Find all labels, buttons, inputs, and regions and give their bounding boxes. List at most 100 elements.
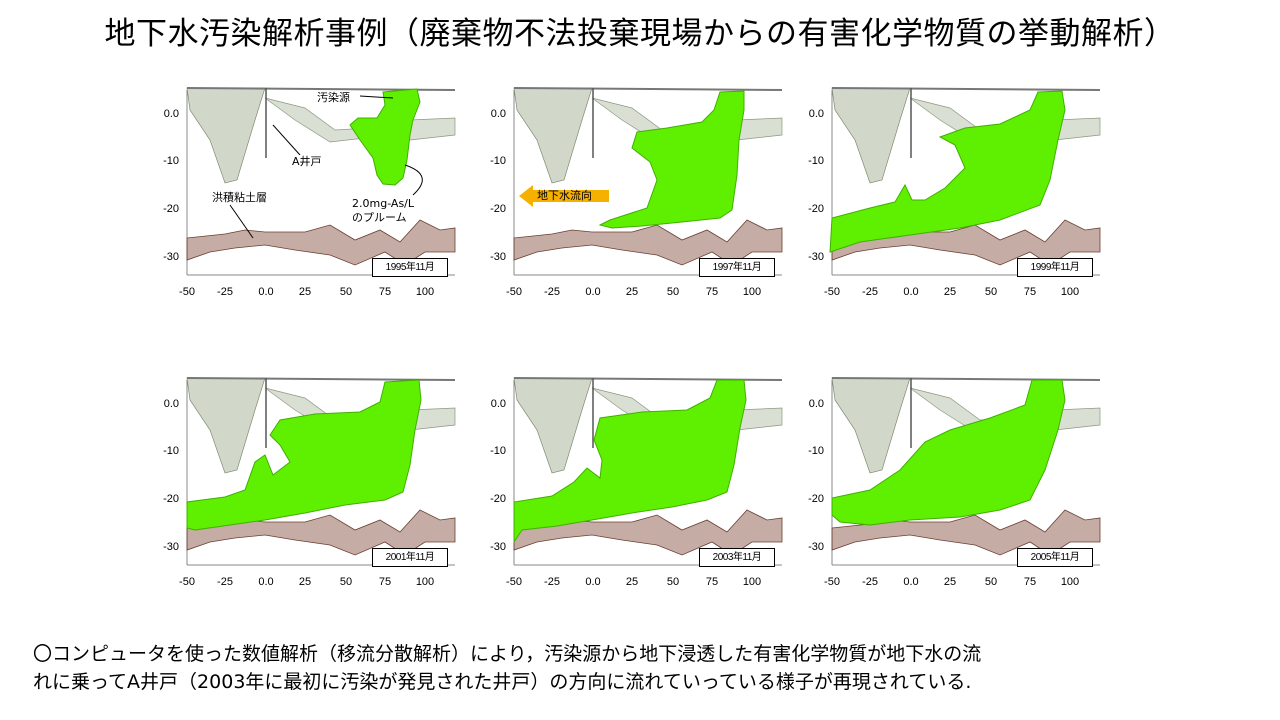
green-plume <box>598 90 745 229</box>
y-tick-label: -30 <box>163 251 179 263</box>
x-tick-label: 0.0 <box>585 286 600 298</box>
x-tick-label: -50 <box>506 286 522 298</box>
aquifer-cone <box>831 377 911 474</box>
plume-panel-1997: 0.0 -10 -20 -30 -50 -25 0.0 25 50 75 100 1997年11月 … <box>482 80 783 305</box>
aquifer-cone <box>513 87 593 184</box>
date-label: 1997年11月 <box>699 258 775 277</box>
x-tick-label: 100 <box>416 286 434 298</box>
caption-line-1: 〇コンピュータを使った数値解析（移流分散解析）により，汚染源から地下浸透した有害… <box>33 643 982 665</box>
x-tick-label: 75 <box>706 286 718 298</box>
x-tick-label: 0.0 <box>585 576 600 588</box>
plume-panel-2001: 0.0 -10 -20 -30 -50 -25 0.0 25 50 75 100 2001年11月 <box>155 370 456 595</box>
green-plume <box>513 379 747 544</box>
x-tick-label: -25 <box>862 286 878 298</box>
aquifer-cone <box>186 377 266 474</box>
x-tick-label: -25 <box>544 576 560 588</box>
y-tick-label: -30 <box>490 541 506 553</box>
aquifer-cone <box>513 377 593 474</box>
x-tick-label: 0.0 <box>258 286 273 298</box>
well-leader <box>272 124 301 156</box>
x-tick-label: 100 <box>1061 576 1079 588</box>
plume-panel-2003: 0.0 -10 -20 -30 -50 -25 0.0 25 50 75 100 2003年11月 <box>482 370 783 595</box>
plume-label-line2: のプルーム <box>350 211 409 224</box>
aquifer-cone <box>831 87 911 184</box>
x-tick-label: -50 <box>824 576 840 588</box>
plume-panel-1999: 0.0 -10 -20 -30 -50 -25 0.0 25 50 75 100 1999年11月 <box>800 80 1101 305</box>
y-tick-label: -10 <box>808 155 824 167</box>
y-tick-label: 0.0 <box>809 108 824 120</box>
x-tick-label: 25 <box>299 576 311 588</box>
x-tick-label: 25 <box>626 286 638 298</box>
flow-label: 地下水流向 <box>537 189 592 202</box>
x-tick-label: 0.0 <box>903 576 918 588</box>
y-tick-label: 0.0 <box>809 398 824 410</box>
well-label: A井戸 <box>290 155 324 168</box>
x-tick-label: 75 <box>1024 576 1036 588</box>
y-tick-label: -10 <box>808 445 824 457</box>
date-label: 2005年11月 <box>1017 548 1093 567</box>
x-tick-label: 0.0 <box>258 576 273 588</box>
plume-label-line1: 2.0mg-As/L <box>350 197 417 210</box>
ground-surface <box>186 377 456 381</box>
x-tick-label: -50 <box>506 576 522 588</box>
y-tick-label: 0.0 <box>164 108 179 120</box>
y-tick-label: -30 <box>490 251 506 263</box>
y-tick-label: -20 <box>163 203 179 215</box>
x-tick-label: 75 <box>1024 286 1036 298</box>
y-tick-label: -20 <box>490 203 506 215</box>
y-tick-label: -30 <box>808 541 824 553</box>
date-label: 2003年11月 <box>699 548 775 567</box>
plume-leader <box>404 164 423 196</box>
ground-surface <box>831 87 1101 91</box>
aquifer-cone <box>186 87 266 184</box>
x-tick-label: -25 <box>544 286 560 298</box>
x-tick-label: 100 <box>416 576 434 588</box>
x-tick-label: 100 <box>743 286 761 298</box>
x-tick-label: -25 <box>217 576 233 588</box>
x-tick-label: -25 <box>862 576 878 588</box>
x-tick-label: 25 <box>944 286 956 298</box>
x-tick-label: 100 <box>1061 286 1079 298</box>
y-tick-label: -30 <box>163 541 179 553</box>
x-tick-label: 50 <box>667 286 679 298</box>
flow-arrow-shape <box>519 185 609 207</box>
date-label: 2001年11月 <box>372 548 448 567</box>
clay-layer-label: 洪積粘土層 <box>210 191 269 204</box>
x-tick-label: -50 <box>824 286 840 298</box>
plume-panel-2005: 0.0 -10 -20 -30 -50 -25 0.0 25 50 75 100 2005年11月 <box>800 370 1101 595</box>
y-tick-label: -10 <box>490 445 506 457</box>
x-tick-label: 25 <box>626 576 638 588</box>
y-tick-label: -20 <box>808 203 824 215</box>
y-tick-label: -20 <box>490 493 506 505</box>
x-tick-label: -25 <box>217 286 233 298</box>
x-tick-label: 75 <box>379 286 391 298</box>
x-tick-label: 50 <box>985 576 997 588</box>
y-tick-label: 0.0 <box>491 108 506 120</box>
source-label: 汚染源 <box>315 91 352 104</box>
green-plume <box>829 90 1066 253</box>
date-label: 1995年11月 <box>372 258 448 277</box>
x-tick-label: -50 <box>179 576 195 588</box>
plume-panel-1995: 0.0 -10 -20 -30 -50 -25 0.0 25 50 75 100 1995年11月 … <box>155 80 456 305</box>
x-tick-label: 75 <box>379 576 391 588</box>
y-tick-label: -30 <box>808 251 824 263</box>
y-tick-label: -20 <box>808 493 824 505</box>
x-tick-label: 50 <box>340 576 352 588</box>
x-tick-label: 100 <box>743 576 761 588</box>
green-plume <box>831 379 1066 526</box>
y-tick-label: -10 <box>163 445 179 457</box>
description-caption: 〇コンピュータを使った数値解析（移流分散解析）により，汚染源から地下浸透した有害… <box>33 640 1253 696</box>
source-leader <box>359 95 394 99</box>
page-title: 地下水汚染解析事例（廃棄物不法投棄現場からの有害化学物質の挙動解析） <box>104 16 1176 52</box>
y-tick-label: -10 <box>163 155 179 167</box>
x-tick-label: 50 <box>667 576 679 588</box>
y-tick-label: -10 <box>490 155 506 167</box>
ground-surface <box>513 87 783 91</box>
date-label: 1999年11月 <box>1017 258 1093 277</box>
x-tick-label: 25 <box>944 576 956 588</box>
x-tick-label: 50 <box>985 286 997 298</box>
x-tick-label: 0.0 <box>903 286 918 298</box>
caption-line-2: れに乗ってA井戸（2003年に最初に汚染が発見された井戸）の方向に流れていってい… <box>33 671 972 693</box>
green-plume <box>349 88 421 186</box>
green-plume <box>186 379 422 531</box>
